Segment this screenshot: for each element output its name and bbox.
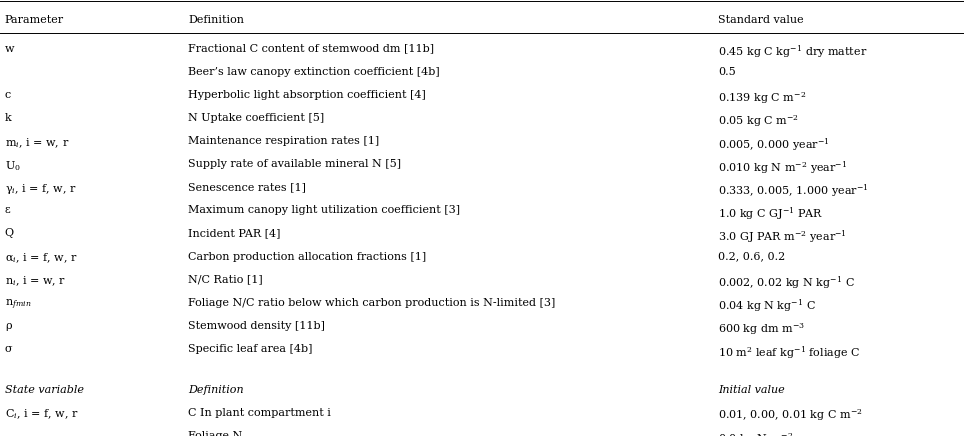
Text: Initial value: Initial value xyxy=(718,385,785,395)
Text: Maximum canopy light utilization coefficient [3]: Maximum canopy light utilization coeffic… xyxy=(188,205,460,215)
Text: Definition: Definition xyxy=(188,15,244,25)
Text: Parameter: Parameter xyxy=(5,15,64,25)
Text: 0.05 kg C m$^{-2}$: 0.05 kg C m$^{-2}$ xyxy=(718,113,799,129)
Text: Beer’s law canopy extinction coefficient [4b]: Beer’s law canopy extinction coefficient… xyxy=(188,67,440,77)
Text: 3.0 GJ PAR m$^{-2}$ year$^{-1}$: 3.0 GJ PAR m$^{-2}$ year$^{-1}$ xyxy=(718,228,847,245)
Text: 600 kg dm m$^{-3}$: 600 kg dm m$^{-3}$ xyxy=(718,321,805,337)
Text: 0.002, 0.02 kg N kg$^{-1}$ C: 0.002, 0.02 kg N kg$^{-1}$ C xyxy=(718,275,855,291)
Text: 0.005, 0.000 year$^{-1}$: 0.005, 0.000 year$^{-1}$ xyxy=(718,136,830,153)
Text: Carbon production allocation fractions [1]: Carbon production allocation fractions [… xyxy=(188,252,426,262)
Text: Fractional C content of stemwood dm [11b]: Fractional C content of stemwood dm [11b… xyxy=(188,44,434,54)
Text: m$_i$, i = w, r: m$_i$, i = w, r xyxy=(5,136,69,150)
Text: 0.139 kg C m$^{-2}$: 0.139 kg C m$^{-2}$ xyxy=(718,90,806,106)
Text: State variable: State variable xyxy=(5,385,84,395)
Text: Standard value: Standard value xyxy=(718,15,804,25)
Text: 10 m$^2$ leaf kg$^{-1}$ foliage C: 10 m$^2$ leaf kg$^{-1}$ foliage C xyxy=(718,344,861,361)
Text: Hyperbolic light absorption coefficient [4]: Hyperbolic light absorption coefficient … xyxy=(188,90,426,100)
Text: γ$_i$, i = f, w, r: γ$_i$, i = f, w, r xyxy=(5,182,76,196)
Text: n$_i$, i = w, r: n$_i$, i = w, r xyxy=(5,275,66,288)
Text: 0.010 kg N m$^{-2}$ year$^{-1}$: 0.010 kg N m$^{-2}$ year$^{-1}$ xyxy=(718,159,847,176)
Text: Definition: Definition xyxy=(188,385,244,395)
Text: C$_i$, i = f, w, r: C$_i$, i = f, w, r xyxy=(5,408,78,421)
Text: Foliage N/C ratio below which carbon production is N-limited [3]: Foliage N/C ratio below which carbon pro… xyxy=(188,298,555,308)
Text: Maintenance respiration rates [1]: Maintenance respiration rates [1] xyxy=(188,136,379,146)
Text: σ: σ xyxy=(5,344,13,354)
Text: Stemwood density [11b]: Stemwood density [11b] xyxy=(188,321,325,331)
Text: Foliage N: Foliage N xyxy=(188,431,242,436)
Text: n$_{fmin}$: n$_{fmin}$ xyxy=(5,298,31,312)
Text: 0.333, 0.005, 1.000 year$^{-1}$: 0.333, 0.005, 1.000 year$^{-1}$ xyxy=(718,182,869,199)
Text: 0.5: 0.5 xyxy=(718,67,736,77)
Text: 0.45 kg C kg$^{-1}$ dry matter: 0.45 kg C kg$^{-1}$ dry matter xyxy=(718,44,868,60)
Text: 0.0 kg N m$^{-2}$: 0.0 kg N m$^{-2}$ xyxy=(718,431,793,436)
Text: U$_0$: U$_0$ xyxy=(5,159,21,173)
Text: C In plant compartment i: C In plant compartment i xyxy=(188,408,331,418)
Text: 0.2, 0.6, 0.2: 0.2, 0.6, 0.2 xyxy=(718,252,786,262)
Text: Incident PAR [4]: Incident PAR [4] xyxy=(188,228,281,238)
Text: k: k xyxy=(5,113,12,123)
Text: Specific leaf area [4b]: Specific leaf area [4b] xyxy=(188,344,312,354)
Text: Supply rate of available mineral N [5]: Supply rate of available mineral N [5] xyxy=(188,159,401,169)
Text: 0.04 kg N kg$^{-1}$ C: 0.04 kg N kg$^{-1}$ C xyxy=(718,298,817,314)
Text: α$_i$, i = f, w, r: α$_i$, i = f, w, r xyxy=(5,252,77,265)
Text: Q: Q xyxy=(5,228,13,238)
Text: 1.0 kg C GJ$^{-1}$ PAR: 1.0 kg C GJ$^{-1}$ PAR xyxy=(718,205,823,222)
Text: ε: ε xyxy=(5,205,11,215)
Text: c: c xyxy=(5,90,11,100)
Text: ρ: ρ xyxy=(5,321,12,331)
Text: 0.01, 0.00, 0.01 kg C m$^{-2}$: 0.01, 0.00, 0.01 kg C m$^{-2}$ xyxy=(718,408,863,423)
Text: N Uptake coefficient [5]: N Uptake coefficient [5] xyxy=(188,113,324,123)
Text: w: w xyxy=(5,44,14,54)
Text: Senescence rates [1]: Senescence rates [1] xyxy=(188,182,306,192)
Text: N/C Ratio [1]: N/C Ratio [1] xyxy=(188,275,263,285)
